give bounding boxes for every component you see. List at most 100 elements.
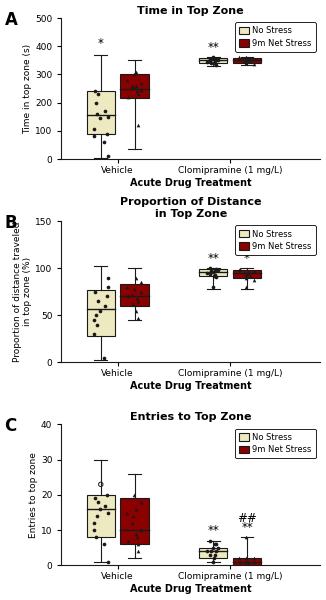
Point [130, 299, 135, 309]
Point [207, 263, 213, 273]
Point [252, 557, 257, 567]
Point [238, 557, 243, 567]
Legend: No Stress, 9m Net Stress: No Stress, 9m Net Stress [235, 428, 316, 458]
Point [102, 106, 108, 116]
Point [246, 267, 251, 277]
Point [95, 497, 100, 507]
Point [106, 273, 111, 283]
Point [92, 315, 97, 325]
Point [93, 494, 98, 503]
Point [102, 301, 108, 311]
Point [125, 75, 130, 85]
Bar [87, 495, 115, 537]
Point [237, 53, 242, 62]
Point [132, 284, 137, 294]
Point [210, 543, 215, 553]
Point [135, 539, 140, 549]
Point [91, 131, 96, 141]
Point [139, 85, 144, 95]
Point [97, 504, 103, 514]
Point [132, 490, 137, 500]
Point [251, 554, 256, 563]
Point [215, 55, 220, 65]
Point [133, 81, 138, 91]
Point [244, 282, 249, 292]
Point [130, 290, 135, 299]
Point [211, 554, 216, 563]
Point [207, 55, 213, 64]
Point [97, 113, 103, 123]
Point [242, 56, 247, 65]
Point [134, 504, 139, 514]
Point [244, 269, 249, 278]
Point [244, 557, 249, 567]
Point [213, 539, 218, 549]
Point [95, 89, 100, 99]
Y-axis label: Time in top zone (s): Time in top zone (s) [23, 43, 32, 134]
Point [212, 539, 217, 549]
Point [210, 53, 215, 62]
Point [133, 273, 138, 283]
Point [209, 58, 214, 68]
Text: ##: ## [237, 242, 257, 256]
X-axis label: Acute Drug Treatment: Acute Drug Treatment [130, 178, 252, 188]
Bar [199, 58, 227, 63]
Title: Entries to Top Zone: Entries to Top Zone [130, 412, 252, 422]
Text: *: * [98, 37, 104, 50]
Point [243, 557, 248, 567]
Point [105, 112, 110, 122]
Point [95, 296, 100, 306]
Point [213, 265, 218, 274]
Bar [87, 91, 115, 134]
Point [135, 296, 140, 306]
Point [135, 313, 140, 323]
Point [210, 53, 215, 63]
Bar [233, 58, 261, 62]
Point [97, 306, 103, 316]
Point [105, 508, 110, 517]
Point [245, 560, 251, 570]
Point [213, 60, 218, 70]
Point [210, 267, 215, 277]
Bar [121, 74, 149, 98]
Point [251, 54, 256, 64]
Point [104, 490, 110, 500]
Point [210, 282, 215, 292]
Bar [199, 269, 227, 276]
Point [237, 265, 242, 275]
Text: B: B [5, 214, 17, 232]
Point [204, 268, 210, 278]
Point [93, 98, 98, 107]
Point [244, 56, 249, 65]
Point [92, 518, 97, 528]
Point [101, 137, 106, 147]
Point [207, 269, 212, 278]
Bar [233, 270, 261, 278]
Point [130, 518, 135, 528]
Point [130, 82, 135, 92]
Point [125, 92, 130, 102]
Bar [121, 499, 149, 544]
Point [125, 292, 130, 301]
Point [245, 53, 251, 63]
Point [237, 554, 242, 563]
Point [139, 287, 144, 296]
Title: Time in Top Zone: Time in Top Zone [138, 6, 244, 16]
Point [204, 57, 210, 67]
Point [242, 560, 247, 570]
Point [93, 86, 98, 96]
Point [213, 272, 218, 281]
Point [94, 109, 99, 119]
Point [91, 329, 96, 339]
Point [139, 78, 144, 88]
Point [215, 265, 220, 275]
Point [139, 526, 144, 535]
Point [244, 532, 249, 542]
Point [93, 310, 98, 320]
Point [247, 271, 253, 281]
Point [139, 497, 144, 507]
Point [93, 287, 98, 296]
Point [93, 532, 98, 542]
Point [134, 293, 139, 303]
Point [244, 58, 249, 67]
